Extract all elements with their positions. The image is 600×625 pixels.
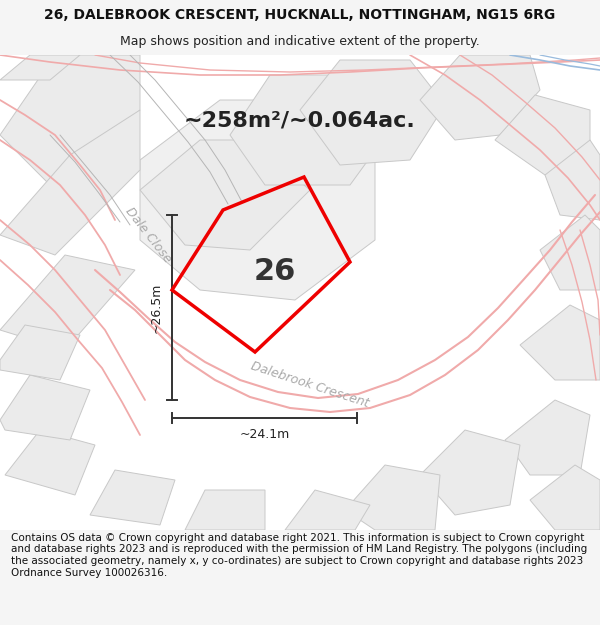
Polygon shape xyxy=(90,470,175,525)
Polygon shape xyxy=(140,100,375,300)
Polygon shape xyxy=(545,140,600,220)
Polygon shape xyxy=(520,305,600,380)
Text: 26: 26 xyxy=(254,258,296,286)
Text: Dalebrook Crescent: Dalebrook Crescent xyxy=(249,360,371,410)
Polygon shape xyxy=(140,140,310,250)
Polygon shape xyxy=(285,490,370,530)
Polygon shape xyxy=(505,400,590,475)
Polygon shape xyxy=(0,55,140,190)
Text: ~258m²/~0.064ac.: ~258m²/~0.064ac. xyxy=(184,110,416,130)
Polygon shape xyxy=(345,465,440,530)
Polygon shape xyxy=(0,110,140,255)
Polygon shape xyxy=(230,75,390,185)
Text: Dale Close: Dale Close xyxy=(122,205,173,265)
Text: 26, DALEBROOK CRESCENT, HUCKNALL, NOTTINGHAM, NG15 6RG: 26, DALEBROOK CRESCENT, HUCKNALL, NOTTIN… xyxy=(44,8,556,22)
Text: ~24.1m: ~24.1m xyxy=(239,428,290,441)
Polygon shape xyxy=(300,60,445,165)
Polygon shape xyxy=(0,325,80,380)
Polygon shape xyxy=(0,375,90,440)
Polygon shape xyxy=(530,465,600,530)
Polygon shape xyxy=(185,490,265,530)
Polygon shape xyxy=(0,55,80,80)
Polygon shape xyxy=(420,430,520,515)
Text: Contains OS data © Crown copyright and database right 2021. This information is : Contains OS data © Crown copyright and d… xyxy=(11,533,587,578)
Polygon shape xyxy=(540,215,600,290)
Polygon shape xyxy=(5,430,95,495)
Polygon shape xyxy=(420,55,540,140)
Text: Map shows position and indicative extent of the property.: Map shows position and indicative extent… xyxy=(120,35,480,48)
Polygon shape xyxy=(0,55,600,530)
Polygon shape xyxy=(495,95,590,175)
Polygon shape xyxy=(0,255,135,350)
Text: ~26.5m: ~26.5m xyxy=(150,282,163,332)
